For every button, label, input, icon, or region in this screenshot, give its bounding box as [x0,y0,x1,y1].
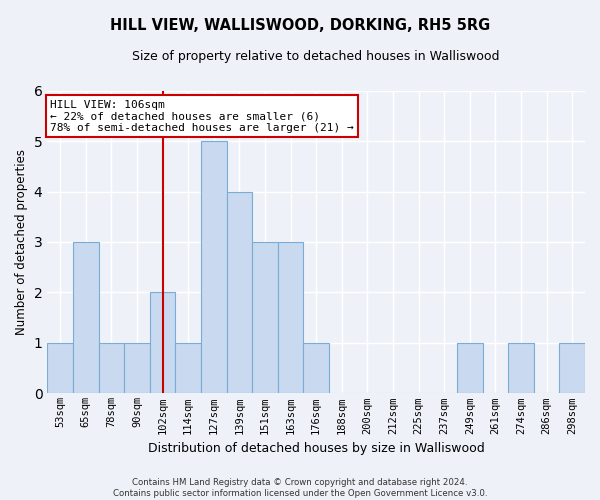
Text: HILL VIEW, WALLISWOOD, DORKING, RH5 5RG: HILL VIEW, WALLISWOOD, DORKING, RH5 5RG [110,18,490,32]
Bar [73,242,98,394]
Title: Size of property relative to detached houses in Walliswood: Size of property relative to detached ho… [133,50,500,63]
Bar [508,343,534,394]
Bar [150,292,175,394]
Bar [278,242,304,394]
Y-axis label: Number of detached properties: Number of detached properties [15,149,28,335]
Bar [252,242,278,394]
Bar [457,343,482,394]
Bar [175,343,201,394]
Bar [304,343,329,394]
Bar [201,141,227,394]
Bar [98,343,124,394]
X-axis label: Distribution of detached houses by size in Walliswood: Distribution of detached houses by size … [148,442,485,455]
Text: HILL VIEW: 106sqm
← 22% of detached houses are smaller (6)
78% of semi-detached : HILL VIEW: 106sqm ← 22% of detached hous… [50,100,354,133]
Text: Contains HM Land Registry data © Crown copyright and database right 2024.
Contai: Contains HM Land Registry data © Crown c… [113,478,487,498]
Bar [559,343,585,394]
Bar [47,343,73,394]
Bar [124,343,150,394]
Bar [227,192,252,394]
